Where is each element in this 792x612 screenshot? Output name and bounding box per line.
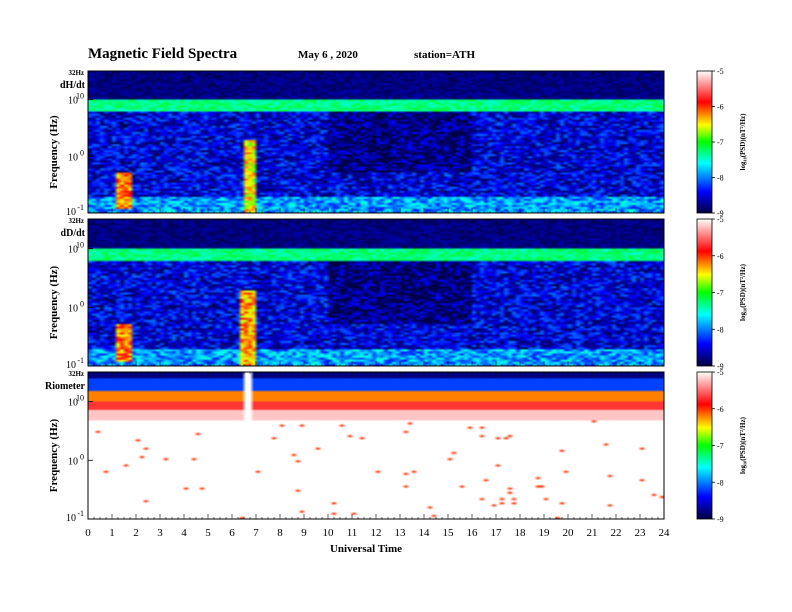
x-axis-label: Universal Time [330,543,402,555]
x-tick-label: 18 [515,527,527,539]
y-tick-exponent: 0 [80,452,84,461]
x-tick-label: 22 [611,527,622,539]
x-tick-label: 7 [253,527,259,539]
y-tick-exponent: -1 [77,356,84,365]
y-tick-label: 10 [66,513,76,524]
colorbar-tick-label: -8 [717,325,724,334]
y-tick-exponent: -1 [77,203,84,212]
y-axis-label: Frequency (Hz) [48,418,60,492]
colorbar-tick-label: -5 [717,67,724,76]
colorbar-tick-label: -6 [717,252,724,261]
colorbar-tick-label: -9 [717,515,724,524]
spectrogram-image [88,372,664,519]
y-tick-label: 32Hz [68,217,84,225]
colorbar-label: log₁₀(PSD)(nT²/Hz) [739,113,747,171]
x-tick-label: 3 [157,527,163,539]
x-tick-label: 12 [371,527,382,539]
colorbar-tick-label: -6 [717,405,724,414]
x-tick-label: 8 [277,527,283,539]
colorbar-label: log₁₀(PSD)(nT²/Hz) [739,416,747,474]
x-tick-label: 24 [659,527,671,539]
x-tick-label: 23 [635,527,647,539]
x-tick-label: 13 [395,527,407,539]
y-tick-exponent: 10 [76,394,84,403]
x-tick-label: 11 [347,527,358,539]
y-tick-label: 10 [68,96,78,107]
x-tick-label: 0 [85,527,91,539]
y-tick-label: 10 [68,152,78,163]
y-axis-label: Frequency (Hz) [48,115,60,189]
x-tick-label: 21 [587,527,598,539]
colorbar-label: log₁₀(PSD)(nT²/Hz) [739,263,747,321]
x-tick-label: 15 [443,527,455,539]
y-tick-label: 10 [68,398,78,409]
panel-label: dH/dt [60,80,86,91]
panel-label: Riometer [45,381,86,392]
x-tick-label: 1 [109,527,115,539]
colorbar-tick-label: -6 [717,103,724,112]
y-tick-label: 10 [68,303,78,314]
colorbar-tick-label: -7 [717,442,724,451]
y-tick-exponent: 0 [80,148,84,157]
y-tick-exponent: -1 [77,509,84,518]
y-tick-label: 32Hz [68,370,84,378]
y-tick-label: 10 [68,245,78,256]
x-tick-label: 16 [467,527,479,539]
colorbar-tick-label: -7 [717,138,724,147]
y-tick-label: 32Hz [68,69,84,77]
y-tick-exponent: 10 [76,241,84,250]
colorbar-tick-label: -5 [717,368,724,377]
x-tick-label: 19 [539,527,551,539]
x-tick-label: 10 [323,527,335,539]
x-tick-label: 5 [205,527,211,539]
spectrogram-image [88,71,664,213]
x-tick-label: 6 [229,527,235,539]
x-tick-label: 9 [301,527,307,539]
colorbar-tick-label: -9 [717,209,724,218]
y-tick-exponent: 10 [76,92,84,101]
colorbar-tick-label: -9 [717,362,724,371]
x-tick-label: 14 [419,527,431,539]
colorbar [696,218,713,367]
colorbar [696,70,713,214]
x-tick-label: 2 [133,527,139,539]
spectrogram-image [88,219,664,366]
colorbar-tick-label: -5 [717,215,724,224]
y-tick-exponent: 0 [80,299,84,308]
y-tick-label: 10 [66,360,76,371]
colorbar [696,371,713,520]
y-tick-label: 10 [68,456,78,467]
panel-label: dD/dt [61,228,86,239]
x-tick-label: 4 [181,527,187,539]
colorbar-tick-label: -7 [717,289,724,298]
y-axis-label: Frequency (Hz) [48,265,60,339]
x-tick-label: 20 [563,527,575,539]
colorbar-tick-label: -8 [717,478,724,487]
x-tick-label: 17 [491,527,503,539]
colorbar-tick-label: -8 [717,174,724,183]
y-tick-label: 10 [66,207,76,218]
